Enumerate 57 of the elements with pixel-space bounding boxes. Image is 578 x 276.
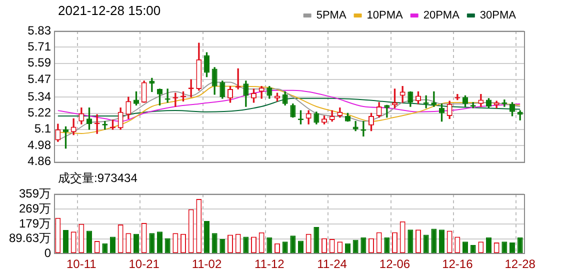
y-tick-label: 5.1 (34, 122, 52, 136)
bar (314, 226, 320, 254)
y-tick-label: 4.86 (28, 154, 52, 168)
legend-label: 30PMA (480, 10, 517, 22)
bar (290, 236, 296, 254)
text: 成交量:973434 (58, 170, 138, 187)
y-tick-label: 359万 (18, 186, 51, 201)
bar (408, 230, 414, 254)
y-tick-label: 4.98 (28, 138, 52, 152)
bar (134, 234, 139, 254)
x-tick-label: 11-12 (254, 257, 285, 272)
legend-label: 10PMA (366, 10, 404, 22)
x-tick-label: 10-11 (66, 257, 97, 272)
chart-title: 2021-12-28 15:00 (58, 3, 161, 18)
bar (282, 242, 288, 254)
x-tick-label: 11-24 (317, 257, 348, 272)
x-tick-label: 12-16 (442, 257, 474, 272)
y-tick-label: 179万 (18, 216, 51, 230)
bar (164, 238, 170, 254)
y-tick-label: 5.71 (28, 39, 52, 54)
bar (212, 233, 218, 254)
bar (204, 221, 210, 254)
bar (502, 242, 508, 254)
bar (266, 237, 272, 254)
x-tick-label: 10-21 (128, 257, 160, 272)
bar (157, 232, 162, 254)
bar (486, 237, 492, 254)
bar (462, 242, 468, 254)
x-tick-label: 12-28 (504, 257, 536, 272)
y-tick-label: 5.47 (28, 72, 52, 86)
y-tick-label: 5.83 (28, 23, 52, 38)
bar (384, 237, 390, 254)
bar (423, 234, 429, 254)
bar (510, 242, 515, 254)
bar (220, 239, 226, 254)
bar (352, 240, 358, 254)
bar (431, 228, 437, 254)
y-tick-label: 0 (44, 246, 52, 260)
y-tick-label: 89.63万 (8, 231, 51, 246)
bar (243, 236, 249, 254)
x-tick-label: 12-06 (379, 257, 410, 272)
legend-label: 20PMA (423, 10, 460, 22)
bar (517, 237, 523, 254)
y-tick-label: 5.34 (28, 89, 52, 104)
y-tick-label: 5.22 (28, 106, 52, 120)
bar (439, 230, 444, 254)
bar (345, 243, 350, 254)
bar (110, 236, 116, 254)
bar (86, 230, 92, 254)
y-tick-label: 269万 (18, 201, 51, 216)
bar (102, 243, 108, 254)
y-tick-label: 5.59 (28, 56, 52, 70)
bar (298, 240, 304, 254)
bar (149, 233, 155, 254)
legend-label: 5PMA (316, 10, 347, 22)
bar (360, 237, 366, 254)
x-tick-label: 11-02 (192, 257, 222, 272)
